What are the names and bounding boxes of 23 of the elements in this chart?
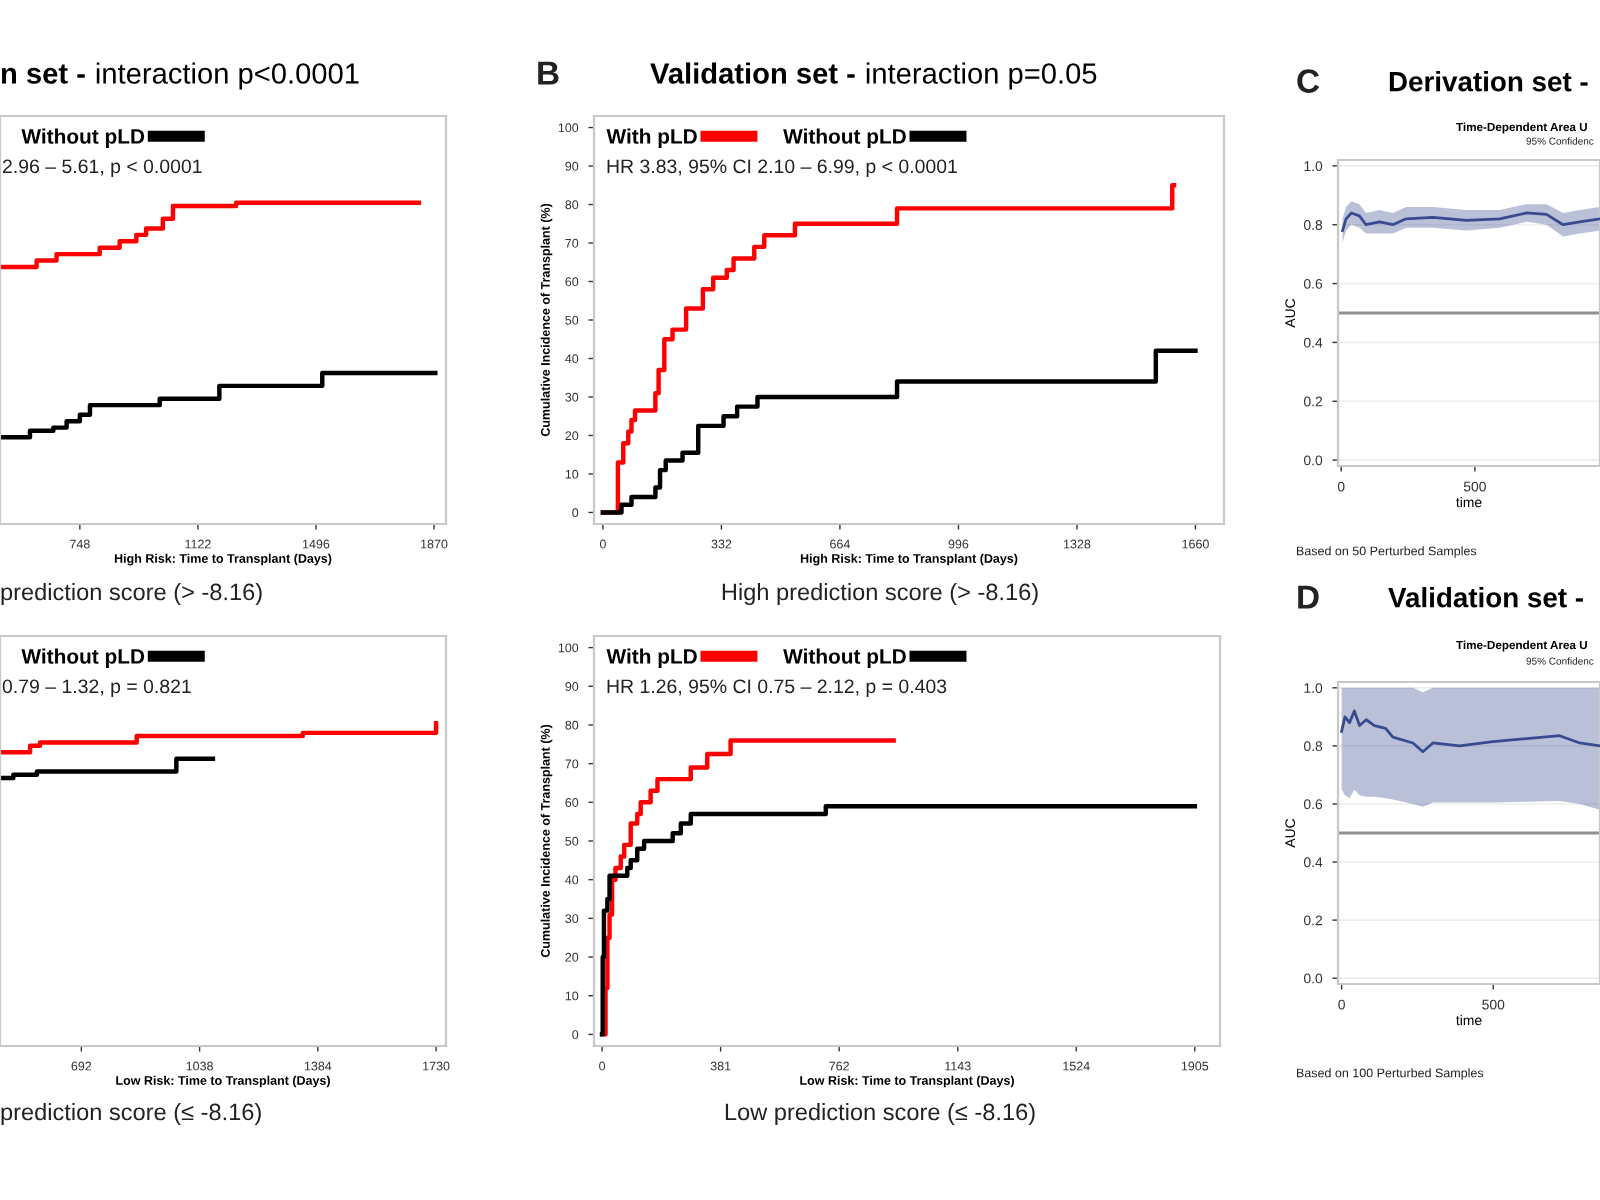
chart-title: Validation set - interaction p=0.05 (650, 62, 1097, 90)
text: prediction score (> -8.16) (1, 582, 262, 605)
chart-title: Derivation set - (1389, 71, 1588, 92)
text: prediction score (≤ -8.16) (1, 1102, 261, 1126)
legend-label: Without pLD (21, 128, 145, 148)
text: D (1298, 585, 1319, 609)
annotation: HR 3.83, 95% CI 2.10 – 6.99, p < 0.0001 (607, 159, 957, 178)
text: High prediction score (> -8.16) (722, 582, 1038, 605)
chart-title: Validation set - (1388, 587, 1583, 608)
legend-label: With pLD (606, 648, 697, 668)
chart-title: n set - interaction p<0.0001 (1, 62, 359, 90)
text: C (1297, 69, 1320, 93)
text: B (538, 61, 559, 85)
text: 2.96 – 5.61, p < 0.0001 (2, 159, 202, 178)
legend-label: With pLD (606, 128, 697, 148)
legend-label: Without pLD (21, 648, 145, 668)
legend-label: Without pLD (783, 648, 906, 668)
line-series (1341, 211, 1600, 233)
text: Low prediction score (≤ -8.16) (725, 1102, 1035, 1126)
line-series (1340, 709, 1600, 754)
legend-label: Without pLD (783, 128, 906, 148)
text: 0.79 – 1.32, p = 0.821 (2, 679, 191, 698)
annotation: HR 1.26, 95% CI 0.75 – 2.12, p = 0.403 (607, 679, 947, 698)
